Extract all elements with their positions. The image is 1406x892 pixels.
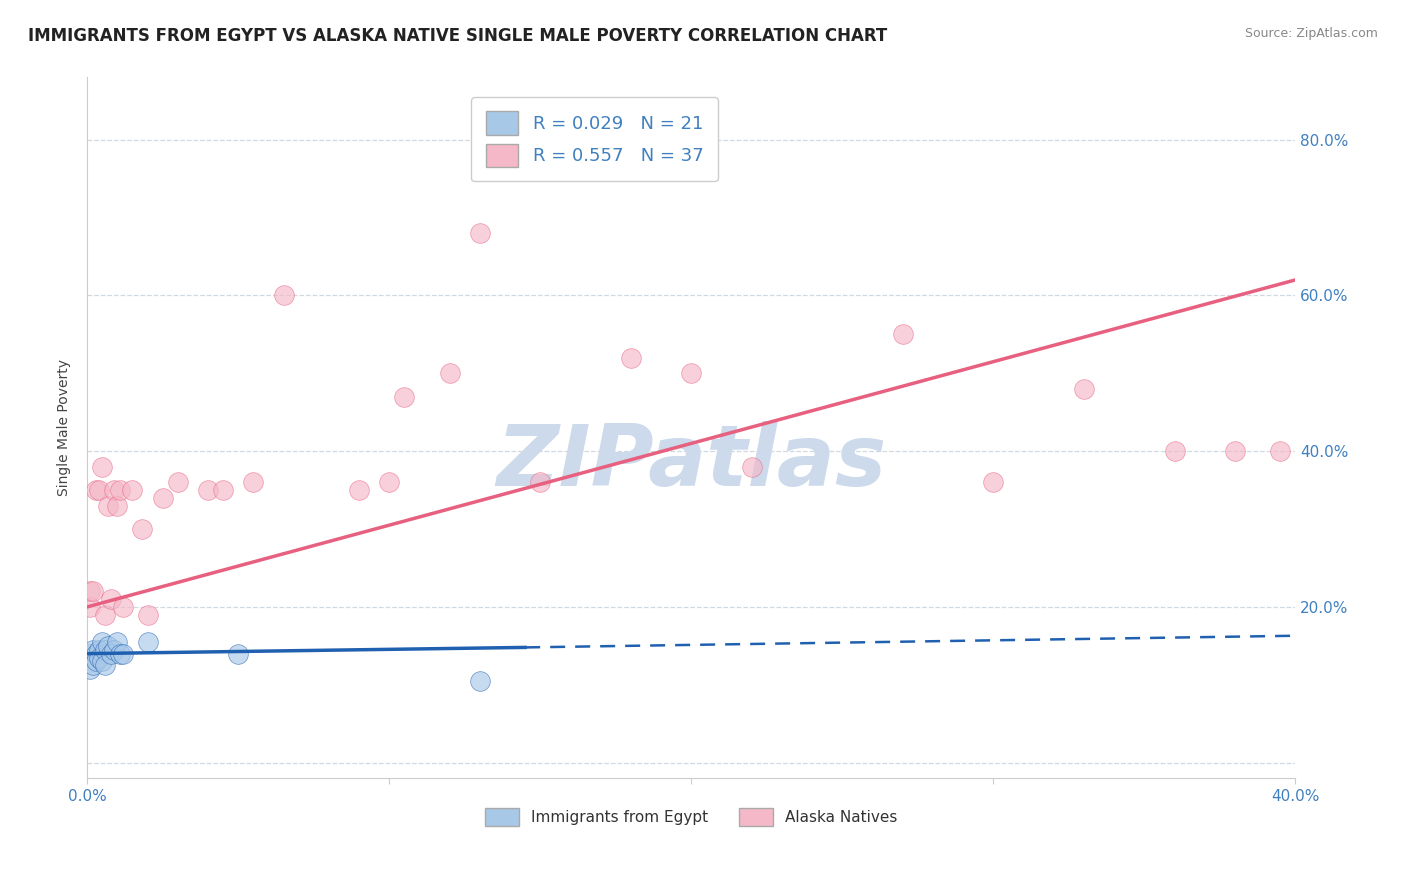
- Point: [1270, 444, 1292, 458]
- Point: [100, 647, 122, 661]
- Point: [197, 483, 219, 497]
- Point: [82, 642, 104, 657]
- Point: [394, 390, 416, 404]
- Point: [529, 475, 551, 490]
- Point: [82, 658, 104, 673]
- Point: [91, 655, 114, 669]
- Point: [347, 483, 370, 497]
- Point: [97, 499, 120, 513]
- Point: [468, 226, 491, 240]
- Point: [131, 522, 153, 536]
- Point: [741, 459, 763, 474]
- Point: [983, 475, 1005, 490]
- Point: [112, 647, 135, 661]
- Text: ZIPatlas: ZIPatlas: [496, 421, 886, 504]
- Point: [121, 483, 143, 497]
- Point: [1223, 444, 1246, 458]
- Point: [89, 650, 111, 665]
- Point: [89, 483, 111, 497]
- Point: [136, 607, 159, 622]
- Point: [112, 599, 135, 614]
- Point: [103, 483, 125, 497]
- Point: [91, 459, 114, 474]
- Point: [105, 635, 128, 649]
- Point: [273, 288, 295, 302]
- Point: [110, 483, 132, 497]
- Point: [226, 647, 249, 661]
- Point: [94, 658, 117, 673]
- Point: [891, 327, 914, 342]
- Point: [94, 607, 117, 622]
- Point: [100, 592, 122, 607]
- Point: [439, 367, 461, 381]
- Point: [105, 499, 128, 513]
- Text: Source: ZipAtlas.com: Source: ZipAtlas.com: [1244, 27, 1378, 40]
- Point: [166, 475, 188, 490]
- Point: [79, 584, 101, 599]
- Point: [79, 662, 101, 676]
- Point: [79, 647, 101, 661]
- Point: [84, 483, 107, 497]
- Point: [103, 642, 125, 657]
- Y-axis label: Single Male Poverty: Single Male Poverty: [58, 359, 72, 496]
- Point: [681, 367, 703, 381]
- Point: [97, 639, 120, 653]
- Point: [242, 475, 264, 490]
- Point: [84, 647, 107, 661]
- Point: [79, 599, 101, 614]
- Point: [620, 351, 643, 365]
- Point: [91, 635, 114, 649]
- Point: [84, 655, 107, 669]
- Point: [110, 647, 132, 661]
- Point: [94, 642, 117, 657]
- Point: [136, 635, 159, 649]
- Point: [468, 673, 491, 688]
- Point: [212, 483, 235, 497]
- Point: [152, 491, 174, 505]
- Point: [378, 475, 401, 490]
- Point: [1163, 444, 1185, 458]
- Point: [1073, 382, 1095, 396]
- Point: [82, 584, 104, 599]
- Legend: Immigrants from Egypt, Alaska Natives: Immigrants from Egypt, Alaska Natives: [478, 801, 905, 834]
- Point: [89, 642, 111, 657]
- Text: IMMIGRANTS FROM EGYPT VS ALASKA NATIVE SINGLE MALE POVERTY CORRELATION CHART: IMMIGRANTS FROM EGYPT VS ALASKA NATIVE S…: [28, 27, 887, 45]
